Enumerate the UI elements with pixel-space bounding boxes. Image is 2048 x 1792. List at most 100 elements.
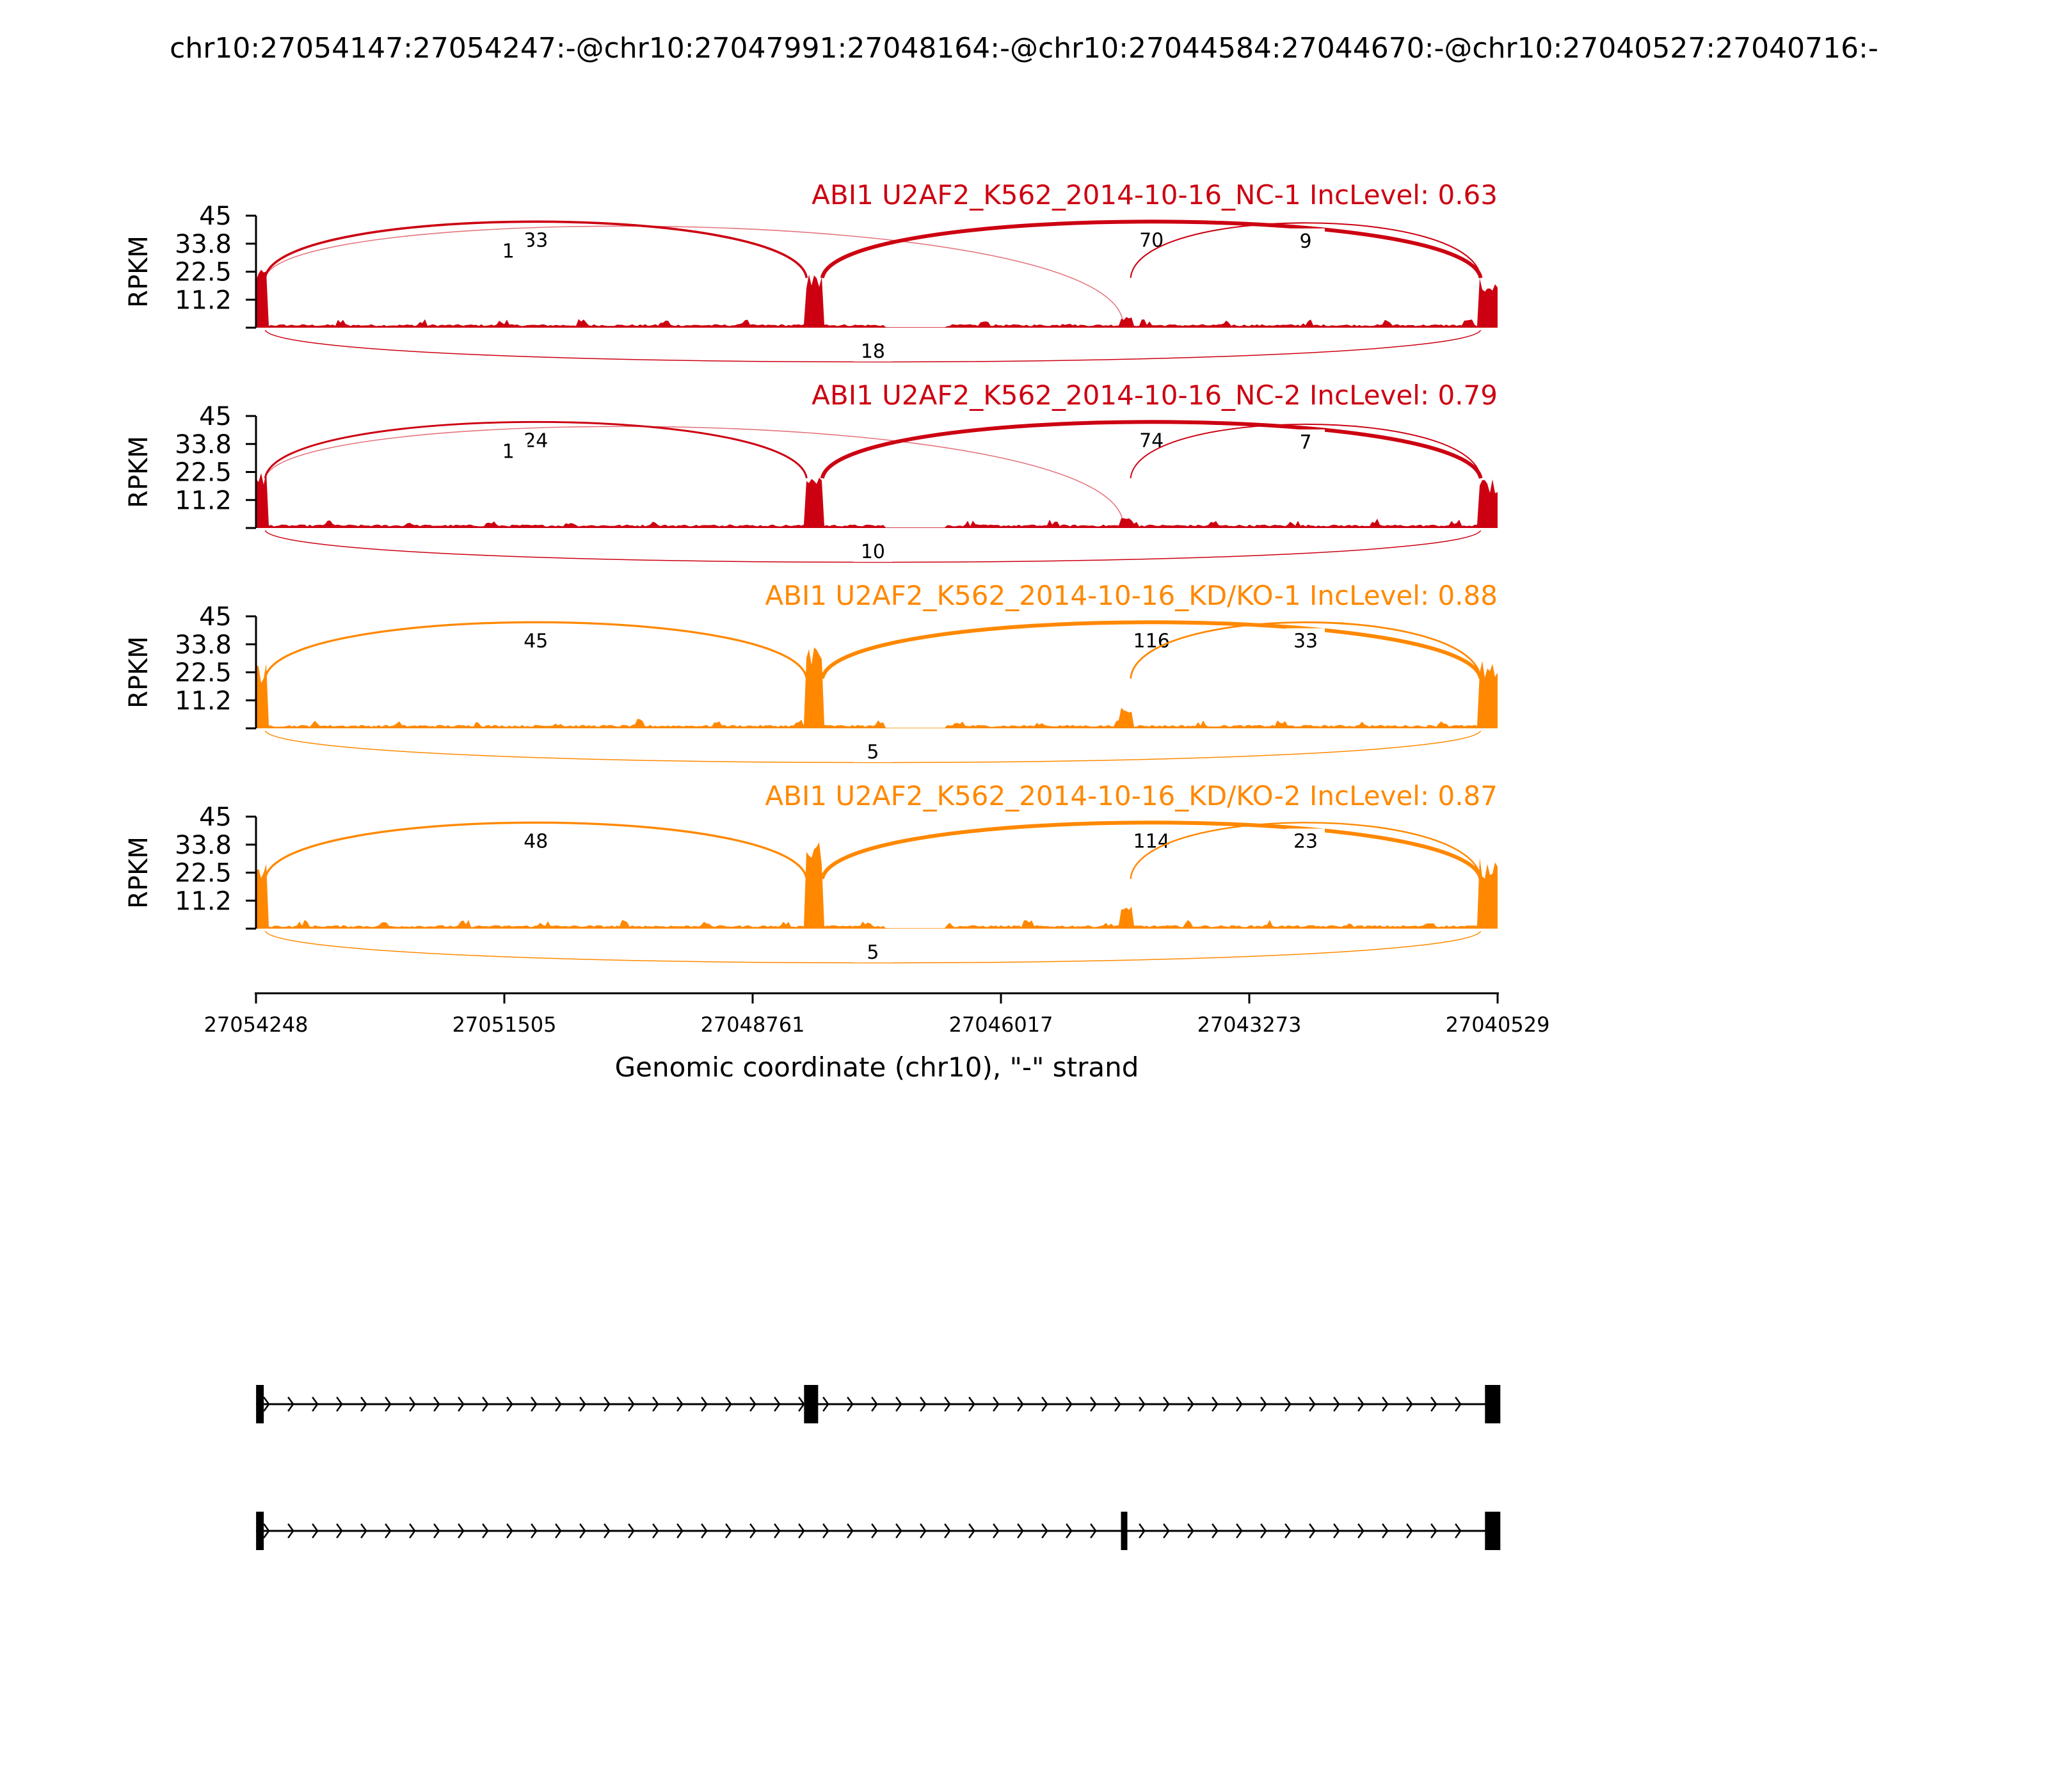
strand-arrow — [968, 1523, 975, 1539]
strand-arrow — [701, 1523, 708, 1539]
strand-arrow — [531, 1396, 538, 1412]
strand-arrow — [458, 1396, 465, 1412]
junction-label-bg — [853, 739, 892, 762]
junction-arc — [820, 620, 1483, 680]
coverage-area — [256, 471, 1498, 528]
junction-arc — [264, 220, 808, 278]
strand-arrow — [263, 1523, 270, 1539]
strand-arrow — [1139, 1523, 1146, 1539]
strand-arrow — [531, 1523, 538, 1539]
y-tick-label: 45 — [199, 602, 232, 632]
strand-arrow — [1041, 1523, 1048, 1539]
junction-label-bg — [1132, 828, 1171, 852]
strand-arrow — [701, 1396, 708, 1412]
strand-arrow — [1236, 1396, 1243, 1412]
junction-arc — [1130, 423, 1482, 479]
strand-arrow — [1260, 1523, 1267, 1539]
junction-arc — [820, 420, 1483, 479]
junction-arc — [820, 220, 1483, 279]
junction-count: 9 — [1300, 230, 1312, 253]
strand-arrow — [1284, 1523, 1292, 1539]
strand-arrow — [652, 1523, 659, 1539]
strand-arrow — [1455, 1523, 1462, 1539]
junction-count: 116 — [1133, 630, 1170, 653]
strand-arrow — [287, 1523, 294, 1539]
junction-arc — [264, 821, 808, 879]
y-axis-label: RPKM — [124, 836, 154, 909]
strand-arrow — [1357, 1523, 1364, 1539]
strand-arrow — [579, 1523, 586, 1539]
strand-arrow — [628, 1396, 635, 1412]
junction-count: 33 — [524, 230, 548, 252]
junction-arc — [1130, 822, 1482, 879]
strand-arrow — [604, 1396, 611, 1412]
x-tick-label: 27054248 — [204, 1012, 308, 1037]
strand-arrow — [1309, 1523, 1316, 1539]
junction-arc — [820, 820, 1483, 880]
strand-arrow — [920, 1396, 927, 1412]
strand-arrow — [1163, 1523, 1170, 1539]
y-tick-label: 33.8 — [175, 831, 232, 860]
strand-arrow — [1236, 1523, 1243, 1539]
junction-label-bg — [516, 628, 556, 652]
coverage-area — [256, 269, 1498, 328]
strand-arrow — [1066, 1396, 1073, 1412]
sample-label: ABI1 U2AF2_K562_2014-10-16_KD/KO-2 IncLe… — [765, 780, 1498, 812]
junction-arc — [264, 931, 1482, 964]
junction-label-bg — [1286, 628, 1325, 652]
strand-arrow — [579, 1396, 586, 1412]
strand-arrow — [749, 1523, 756, 1539]
junction-label-bg — [853, 539, 892, 562]
junction-arc — [264, 530, 1482, 563]
junction-count: 114 — [1133, 831, 1170, 853]
strand-arrow — [1041, 1396, 1048, 1412]
strand-arrow — [1090, 1523, 1097, 1539]
strand-arrow — [895, 1396, 902, 1412]
y-axis-label: RPKM — [124, 436, 154, 508]
strand-arrow — [604, 1523, 611, 1539]
isoform-track — [256, 1385, 1501, 1550]
junction-label-bg — [1132, 227, 1171, 251]
strand-arrow — [555, 1523, 562, 1539]
strand-arrow — [1187, 1523, 1194, 1539]
strand-arrow — [944, 1523, 951, 1539]
strand-arrow — [1455, 1396, 1462, 1412]
junction-arc — [1130, 621, 1482, 679]
junction-label-bg — [516, 828, 556, 852]
strand-arrow — [725, 1396, 732, 1412]
strand-arrow — [1309, 1396, 1316, 1412]
strand-arrow — [360, 1523, 367, 1539]
strand-arrow — [847, 1396, 854, 1412]
y-tick-label: 22.5 — [175, 859, 232, 888]
strand-arrow — [1382, 1523, 1389, 1539]
junction-arc — [264, 225, 1124, 322]
y-axis-label: RPKM — [124, 236, 154, 308]
y-tick-label: 22.5 — [175, 258, 232, 287]
strand-arrow — [360, 1396, 367, 1412]
strand-arrow — [1114, 1396, 1121, 1412]
isoform — [256, 1512, 1501, 1550]
junction-label-bg — [1286, 429, 1325, 453]
junction-count: 1 — [502, 241, 515, 263]
junction-count: 74 — [1139, 430, 1164, 452]
y-tick-label: 11.2 — [175, 486, 232, 515]
y-tick-label: 33.8 — [175, 430, 232, 460]
strand-arrow — [798, 1523, 805, 1539]
strand-arrow — [1017, 1523, 1024, 1539]
junction-arc — [264, 420, 808, 479]
junction-count: 1 — [502, 441, 515, 463]
strand-arrow — [458, 1523, 465, 1539]
junction-count: 5 — [867, 941, 879, 964]
strand-arrow — [920, 1523, 927, 1539]
junction-arc — [264, 426, 1124, 522]
strand-arrow — [312, 1523, 319, 1539]
strand-arrow — [385, 1396, 392, 1412]
junction-count: 18 — [861, 340, 885, 363]
strand-arrow — [1333, 1396, 1340, 1412]
junction-label-bg — [853, 339, 892, 362]
junction-label-bg — [1132, 628, 1171, 652]
strand-arrow — [1139, 1396, 1146, 1412]
strand-arrow — [725, 1523, 732, 1539]
junction-label-bg — [1286, 828, 1325, 852]
